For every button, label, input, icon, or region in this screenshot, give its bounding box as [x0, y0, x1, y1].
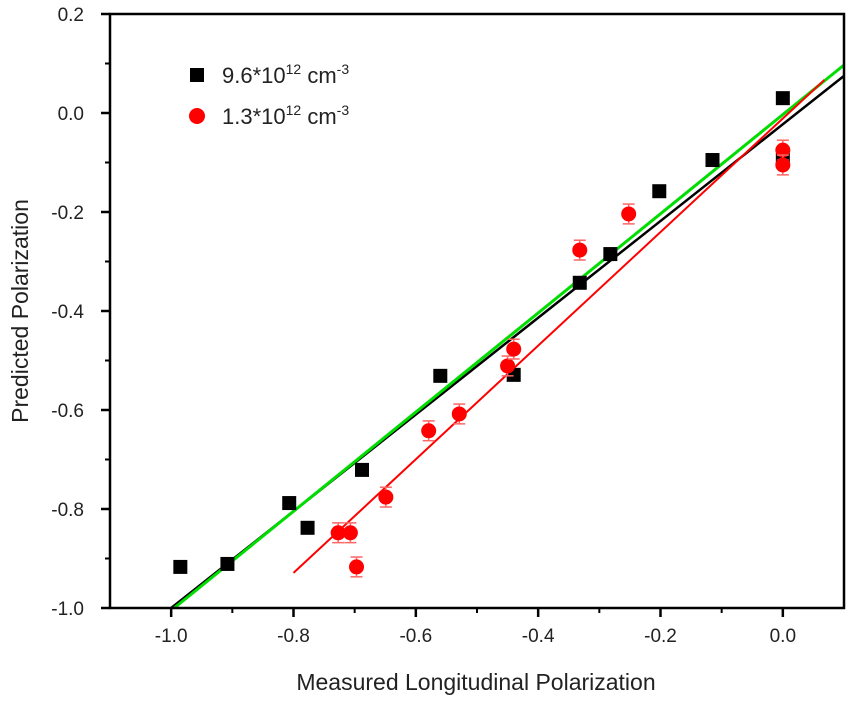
y-tick-label: 0.2 [58, 5, 84, 26]
y-tick-label: -0.6 [51, 401, 84, 422]
data-point-square [355, 462, 370, 477]
x-tick-label: -0.6 [399, 626, 432, 647]
data-point-square [220, 556, 235, 571]
y-tick-label: 0.0 [58, 104, 84, 125]
legend: 9.6*1012 cm-3 1.3*1012 cm-3 [189, 61, 349, 129]
data-point-square [282, 496, 297, 511]
data-point-circle [378, 489, 394, 505]
data-point-circle [500, 358, 516, 374]
data-point-square [603, 247, 618, 262]
x-tick-label: -0.8 [277, 626, 310, 647]
fit-line [173, 63, 845, 610]
data-point-square [775, 91, 790, 106]
data-point-square [300, 520, 315, 535]
x-axis-label: Measured Longitudinal Polarization [296, 669, 655, 695]
y-tick-label: -0.4 [51, 302, 84, 323]
data-point-circle [421, 423, 437, 439]
plot-frame [108, 12, 846, 610]
data-point-square [173, 559, 188, 574]
data-point-circle [330, 525, 346, 541]
ticks: -1.0 -0.8 -0.6 -0.4 -0.2 0.0 0.2 0.0 -0.2 -0.4 -0.… [51, 5, 796, 647]
legend-label-series-2: 1.3*1012 cm-3 [222, 102, 349, 129]
data-point-square [652, 184, 667, 199]
data-point-square [572, 275, 587, 290]
x-tick-label: -0.2 [644, 626, 677, 647]
data-point-circle [342, 525, 358, 541]
legend-label-series-1: 9.6*1012 cm-3 [222, 61, 349, 88]
y-tick-label: -0.2 [51, 203, 84, 224]
y-tick-label: -1.0 [51, 599, 84, 620]
y-tick-label: -0.8 [51, 500, 84, 521]
plot-marks [170, 63, 845, 610]
x-tick-label: 0.0 [770, 626, 796, 647]
x-tick-label: -1.0 [155, 626, 188, 647]
data-point-circle [775, 157, 791, 173]
data-point-circle [506, 341, 522, 357]
x-tick-label: -0.4 [522, 626, 555, 647]
data-point-circle [621, 206, 637, 222]
data-point-square [705, 153, 720, 168]
legend-marker-square [190, 68, 204, 82]
data-point-circle [775, 142, 791, 158]
data-point-circle [451, 406, 467, 422]
data-point-circle [349, 559, 365, 575]
y-axis-label: Predicted Polarization [7, 199, 33, 423]
data-point-circle [572, 242, 588, 258]
data-point-square [433, 368, 448, 383]
fit-line [292, 79, 826, 574]
legend-marker-circle [189, 108, 205, 124]
